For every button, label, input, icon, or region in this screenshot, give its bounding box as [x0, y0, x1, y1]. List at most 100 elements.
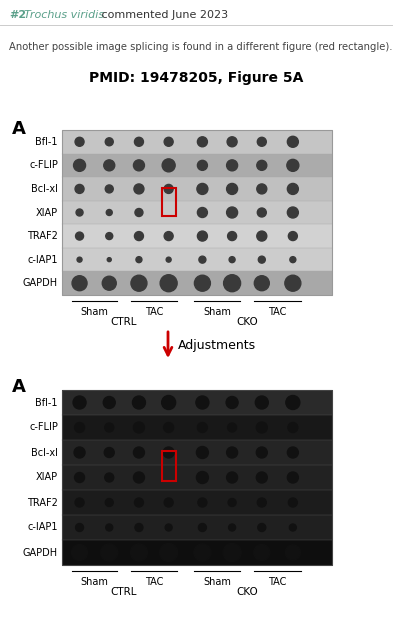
Text: Adjustments: Adjustments — [178, 338, 256, 352]
Circle shape — [75, 185, 84, 193]
Circle shape — [134, 447, 145, 458]
Circle shape — [258, 524, 266, 532]
Circle shape — [197, 207, 208, 217]
Bar — [62, 440, 332, 465]
Circle shape — [223, 544, 241, 561]
Circle shape — [287, 159, 299, 171]
Bar — [62, 390, 332, 565]
Circle shape — [75, 472, 84, 483]
Text: commented June 2023: commented June 2023 — [98, 10, 228, 20]
Circle shape — [101, 544, 118, 561]
Circle shape — [72, 276, 87, 290]
Circle shape — [106, 210, 112, 215]
Circle shape — [73, 159, 86, 171]
Circle shape — [75, 137, 84, 146]
Bar — [62, 201, 332, 224]
Circle shape — [107, 258, 111, 261]
Circle shape — [164, 498, 173, 507]
Text: CKO: CKO — [237, 317, 258, 327]
Text: Bfl-1: Bfl-1 — [35, 137, 58, 147]
Circle shape — [73, 396, 86, 409]
Circle shape — [134, 232, 143, 241]
Circle shape — [104, 447, 114, 457]
Circle shape — [75, 423, 84, 433]
Bar — [62, 415, 332, 440]
Circle shape — [287, 183, 298, 195]
Circle shape — [227, 207, 238, 218]
Text: A: A — [12, 378, 26, 396]
Circle shape — [135, 524, 143, 532]
Circle shape — [106, 524, 113, 531]
Text: XIAP: XIAP — [36, 207, 58, 217]
Circle shape — [105, 498, 113, 507]
Circle shape — [130, 544, 147, 561]
Text: Sham: Sham — [81, 577, 108, 587]
Circle shape — [254, 544, 270, 561]
Circle shape — [75, 524, 84, 532]
Circle shape — [164, 232, 173, 241]
Text: TAC: TAC — [145, 307, 163, 317]
Circle shape — [106, 232, 113, 239]
Circle shape — [256, 447, 267, 458]
Circle shape — [285, 545, 300, 560]
Text: Bcl-xl: Bcl-xl — [31, 447, 58, 457]
Circle shape — [103, 396, 115, 408]
Text: CTRL: CTRL — [111, 317, 137, 327]
Text: CKO: CKO — [237, 587, 258, 597]
Circle shape — [288, 232, 298, 241]
Circle shape — [255, 396, 268, 409]
Circle shape — [164, 137, 173, 146]
Bar — [62, 490, 332, 515]
Circle shape — [227, 160, 238, 171]
Circle shape — [257, 498, 266, 507]
Bar — [62, 248, 332, 272]
Bar — [162, 451, 176, 481]
Circle shape — [197, 161, 208, 170]
Circle shape — [104, 160, 115, 171]
Bar — [62, 154, 332, 177]
Circle shape — [199, 256, 206, 263]
Text: Another possible image splicing is found in a different figure (red rectangle).: Another possible image splicing is found… — [9, 42, 393, 52]
Circle shape — [74, 447, 85, 458]
Text: CTRL: CTRL — [111, 587, 137, 597]
Circle shape — [228, 232, 237, 241]
Circle shape — [135, 209, 143, 217]
Circle shape — [289, 524, 296, 531]
Circle shape — [197, 423, 208, 433]
Circle shape — [134, 472, 145, 483]
Text: TAC: TAC — [145, 577, 163, 587]
Circle shape — [197, 183, 208, 195]
Bar — [62, 130, 332, 295]
Text: PMID: 19478205, Figure 5A: PMID: 19478205, Figure 5A — [89, 71, 303, 85]
Bar — [62, 177, 332, 201]
Circle shape — [256, 422, 267, 433]
Text: Sham: Sham — [203, 307, 231, 317]
Circle shape — [196, 396, 209, 409]
Circle shape — [224, 275, 241, 292]
Circle shape — [76, 209, 83, 216]
Circle shape — [287, 136, 298, 147]
Bar — [62, 465, 332, 490]
Circle shape — [254, 276, 269, 290]
Circle shape — [290, 256, 296, 263]
Text: XIAP: XIAP — [36, 472, 58, 483]
Circle shape — [163, 447, 174, 458]
Circle shape — [258, 256, 265, 263]
Text: c-FLIP: c-FLIP — [29, 423, 58, 433]
Bar — [62, 540, 332, 565]
Text: Trochus viridis: Trochus viridis — [24, 10, 104, 20]
Circle shape — [75, 498, 84, 507]
Circle shape — [162, 396, 176, 410]
Circle shape — [166, 257, 171, 262]
Bar — [62, 515, 332, 540]
Circle shape — [286, 396, 300, 410]
Circle shape — [257, 161, 267, 170]
Text: Bfl-1: Bfl-1 — [35, 398, 58, 408]
Circle shape — [228, 423, 237, 432]
Bar — [62, 224, 332, 248]
Circle shape — [163, 423, 174, 433]
Circle shape — [198, 498, 207, 507]
Circle shape — [134, 422, 145, 433]
Text: c-FLIP: c-FLIP — [29, 161, 58, 170]
Circle shape — [102, 276, 116, 290]
